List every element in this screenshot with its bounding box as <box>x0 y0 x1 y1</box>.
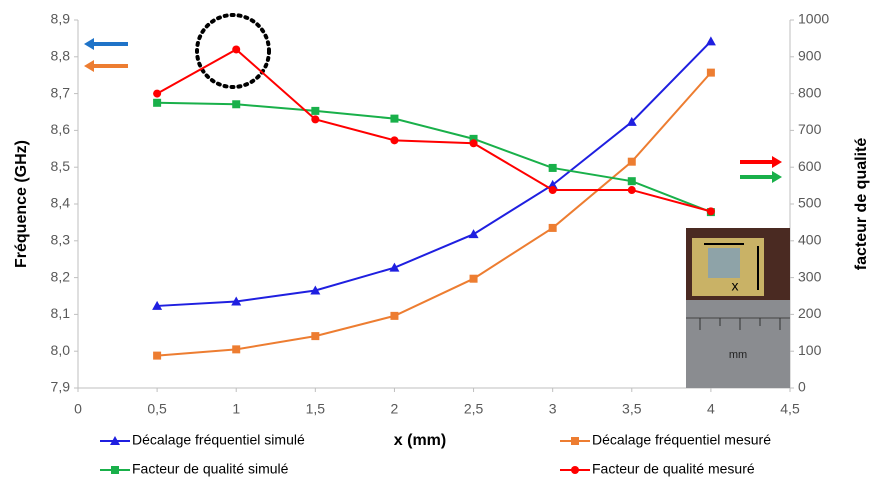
x-tick-label: 4,5 <box>780 401 800 417</box>
inset-label: x <box>732 278 739 294</box>
marker <box>627 186 636 195</box>
marker <box>153 351 162 360</box>
legend-label: Facteur de qualité mesuré <box>592 461 755 477</box>
marker <box>311 115 320 124</box>
marker <box>627 177 636 186</box>
y-tick-label: 7,9 <box>51 379 71 395</box>
marker <box>152 300 163 310</box>
highlight-circle <box>195 13 271 89</box>
y2-tick-label: 0 <box>798 379 806 395</box>
marker <box>390 311 399 320</box>
x-tick-label: 2 <box>391 401 399 417</box>
legend-label: Facteur de qualité simulé <box>132 461 289 477</box>
legend-marker <box>111 466 119 474</box>
marker <box>548 163 557 172</box>
marker <box>153 98 162 107</box>
marker <box>311 332 320 341</box>
x-axis-title: x (mm) <box>394 432 446 449</box>
marker <box>469 134 478 143</box>
series-line <box>157 71 712 357</box>
marker <box>627 157 636 166</box>
legend-marker <box>571 437 579 445</box>
y-tick-label: 8,1 <box>51 305 71 321</box>
marker <box>390 114 399 123</box>
x-tick-label: 0,5 <box>147 401 167 417</box>
marker <box>232 45 241 54</box>
y-tick-label: 8,7 <box>51 84 71 100</box>
marker <box>547 179 558 189</box>
series-line <box>157 40 712 307</box>
marker <box>548 223 557 232</box>
marker <box>468 229 479 239</box>
y-tick-label: 8,6 <box>51 121 71 137</box>
x-tick-label: 0 <box>74 401 82 417</box>
y-tick-label: 8,4 <box>51 195 71 211</box>
marker <box>232 100 241 109</box>
y2-tick-label: 1000 <box>798 11 829 27</box>
y-tick-label: 8,5 <box>51 158 71 174</box>
marker <box>705 36 716 46</box>
x-tick-label: 1,5 <box>306 401 326 417</box>
marker <box>469 139 478 148</box>
y2-tick-label: 200 <box>798 305 822 321</box>
marker <box>310 285 321 295</box>
marker <box>389 262 400 272</box>
x-tick-label: 1 <box>232 401 240 417</box>
x-tick-label: 3,5 <box>622 401 642 417</box>
legend-marker <box>571 466 579 474</box>
inset-label: mm <box>729 349 747 361</box>
marker <box>232 345 241 354</box>
legend-label: Décalage fréquentiel simulé <box>132 432 305 448</box>
legend-marker <box>110 436 120 445</box>
marker <box>469 274 478 283</box>
series-line <box>157 101 712 214</box>
y2-tick-label: 300 <box>798 268 822 284</box>
y2-tick-label: 900 <box>798 48 822 64</box>
x-tick-label: 3 <box>549 401 557 417</box>
marker <box>548 186 557 195</box>
y2-tick-label: 700 <box>798 121 822 137</box>
x-tick-label: 2,5 <box>464 401 484 417</box>
y2-tick-label: 800 <box>798 84 822 100</box>
marker <box>231 296 242 306</box>
y2-tick-label: 100 <box>798 342 822 358</box>
marker <box>706 68 715 77</box>
marker <box>311 106 320 115</box>
y-tick-label: 8,8 <box>51 48 71 64</box>
y-tick-label: 8,2 <box>51 268 71 284</box>
inset-photo: x mm <box>686 228 790 388</box>
y2-axis-title: facteur de qualité <box>853 138 870 271</box>
marker <box>706 207 715 216</box>
marker <box>626 116 637 126</box>
marker <box>390 136 399 145</box>
y2-tick-label: 500 <box>798 195 822 211</box>
arrows <box>84 38 782 183</box>
y-tick-label: 8,3 <box>51 232 71 248</box>
y-tick-label: 8,0 <box>51 342 71 358</box>
legend-label: Décalage fréquentiel mesuré <box>592 432 771 448</box>
y-axis-title: Fréquence (GHz) <box>13 140 30 268</box>
x-tick-label: 4 <box>707 401 715 417</box>
y2-tick-label: 600 <box>798 158 822 174</box>
y-tick-label: 8,9 <box>51 11 71 27</box>
y2-tick-label: 400 <box>798 232 822 248</box>
series-line <box>156 48 712 213</box>
marker <box>153 89 162 98</box>
